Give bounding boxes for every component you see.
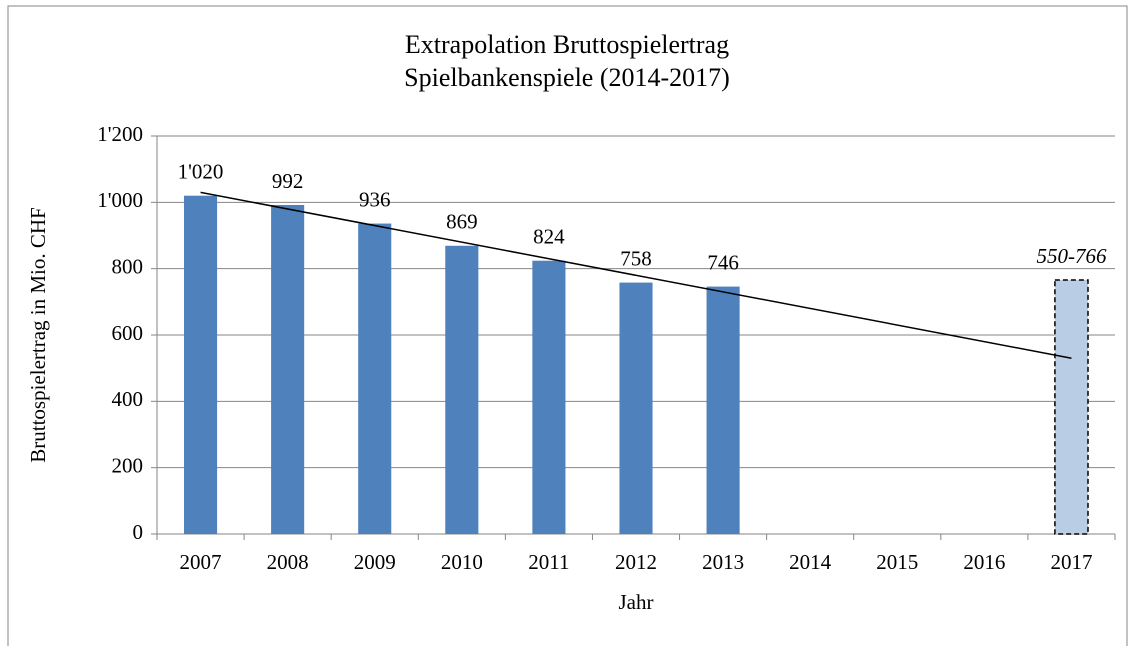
data-label: 1'020 (178, 160, 224, 184)
bar (1054, 279, 1089, 535)
chart-border (7, 5, 1128, 646)
x-axis-label: Jahr (619, 590, 654, 614)
bar (706, 286, 740, 534)
bar (445, 245, 479, 534)
data-label: 758 (620, 246, 652, 270)
x-tick-label: 2017 (1050, 550, 1092, 574)
trendline (200, 191, 1072, 359)
data-label: 746 (707, 250, 739, 274)
x-tick-label: 2007 (180, 550, 222, 574)
x-tick-label: 2015 (876, 550, 918, 574)
bar (183, 195, 218, 534)
chart-subtitle: Spielbankenspiele (2014-2017) (404, 63, 730, 92)
data-label: 824 (533, 225, 565, 249)
x-tick-label: 2013 (702, 550, 744, 574)
y-tick-label: 200 (112, 453, 144, 477)
x-tick-label: 2014 (789, 550, 832, 574)
bar (271, 204, 305, 534)
data-label: 992 (272, 169, 304, 193)
bar (532, 260, 566, 534)
x-tick-label: 2012 (615, 550, 657, 574)
x-tick-label: 2010 (441, 550, 483, 574)
x-tick-label: 2009 (354, 550, 396, 574)
data-label: 869 (446, 210, 478, 234)
y-tick-label: 400 (112, 387, 144, 411)
data-label: 936 (359, 187, 391, 211)
x-tick-label: 2008 (267, 550, 309, 574)
x-tick-label: 2016 (963, 550, 1005, 574)
y-tick-label: 0 (133, 520, 144, 544)
bar (358, 223, 392, 534)
x-tick-label: 2011 (528, 550, 569, 574)
data-label: 550-766 (1036, 244, 1106, 268)
y-axis-label: Bruttospielertrag in Mio. CHF (26, 207, 50, 463)
y-tick-label: 600 (112, 321, 144, 345)
y-tick-label: 1'000 (97, 188, 143, 212)
y-tick-label: 1'200 (97, 122, 143, 146)
chart-title: Extrapolation Bruttospielertrag (405, 30, 729, 59)
bar (619, 282, 653, 534)
y-tick-label: 800 (112, 254, 144, 278)
